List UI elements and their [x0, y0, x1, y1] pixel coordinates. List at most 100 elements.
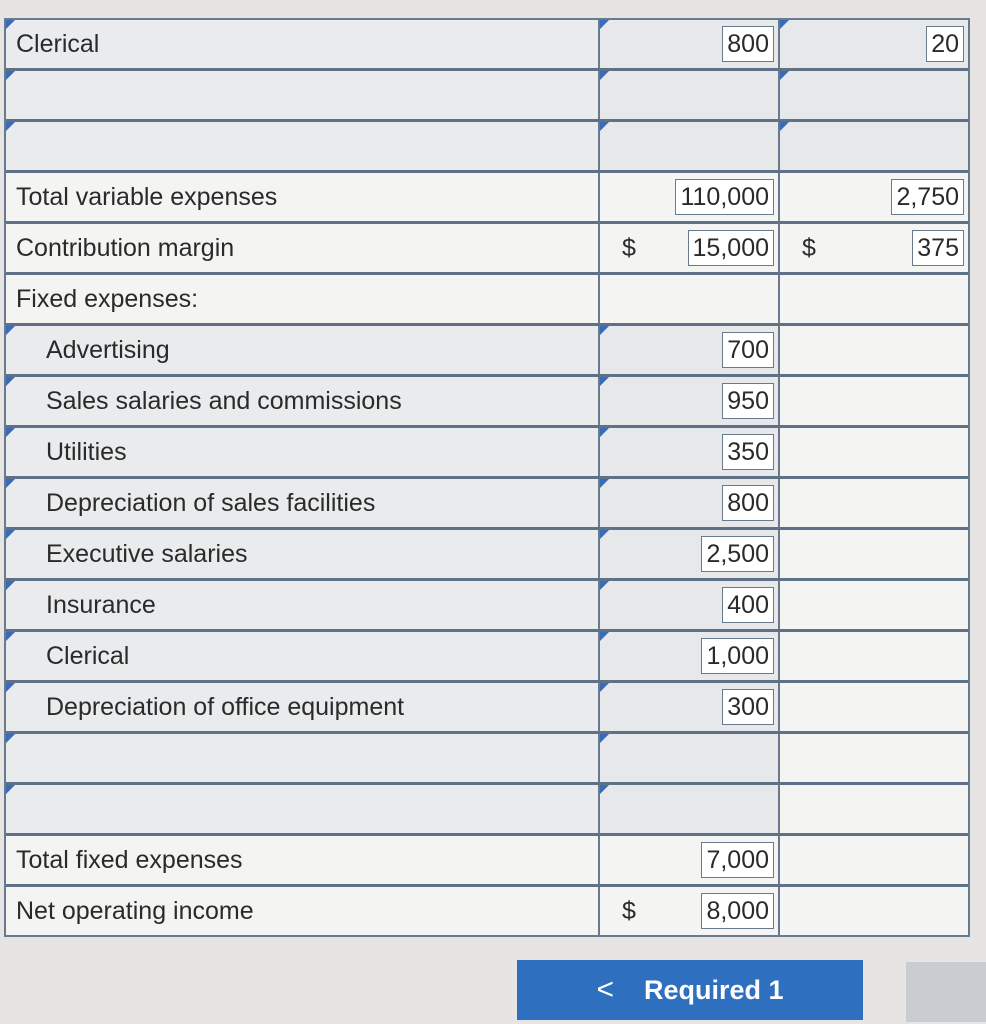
row-label-text: Total variable expenses: [16, 183, 278, 211]
per-unit-cell: [780, 326, 968, 374]
row-label: Net operating income: [6, 887, 600, 935]
amount-input[interactable]: 1,000: [600, 632, 780, 680]
input-flag-icon: [600, 581, 609, 590]
amount-input[interactable]: 2,500: [600, 530, 780, 578]
input-flag-icon: [6, 71, 15, 80]
row-label-text: Depreciation of office equipment: [46, 693, 405, 721]
amount-value: 300: [722, 689, 774, 725]
row-label-input[interactable]: [6, 71, 600, 119]
row-label-input[interactable]: Executive salaries: [6, 530, 600, 578]
table-row: Fixed expenses:: [6, 275, 968, 326]
amount-input[interactable]: 350: [600, 428, 780, 476]
per-unit-cell: [780, 632, 968, 680]
input-flag-icon: [780, 20, 789, 29]
amount-input[interactable]: 300: [600, 683, 780, 731]
input-flag-icon: [600, 377, 609, 386]
dollar-sign: $: [622, 234, 636, 262]
input-flag-icon: [6, 122, 15, 131]
table-row: [6, 122, 968, 173]
per-unit-input[interactable]: 20: [780, 20, 968, 68]
amount-cell: [600, 275, 780, 323]
per-unit-cell: [780, 581, 968, 629]
row-label-input[interactable]: Insurance: [6, 581, 600, 629]
amount-input[interactable]: [600, 71, 780, 119]
row-label-text: Contribution margin: [16, 234, 235, 262]
row-label: Total fixed expenses: [6, 836, 600, 884]
amount-input[interactable]: 400: [600, 581, 780, 629]
row-label-text: Clerical: [46, 642, 130, 670]
row-label-input[interactable]: [6, 122, 600, 170]
row-label: Contribution margin: [6, 224, 600, 272]
amount-input[interactable]: 950: [600, 377, 780, 425]
table-row: Clerical 1,000: [6, 632, 968, 683]
amount-value: 950: [722, 383, 774, 419]
row-label-input[interactable]: Utilities: [6, 428, 600, 476]
input-flag-icon: [6, 326, 15, 335]
row-label-input[interactable]: Advertising: [6, 326, 600, 374]
row-label-input[interactable]: Depreciation of office equipment: [6, 683, 600, 731]
input-flag-icon: [600, 530, 609, 539]
input-flag-icon: [6, 20, 15, 29]
amount-input[interactable]: [600, 734, 780, 782]
per-unit-cell: [780, 377, 968, 425]
amount-cell: $8,000: [600, 887, 780, 935]
input-flag-icon: [6, 683, 15, 692]
dollar-sign: $: [622, 897, 636, 925]
amount-input[interactable]: 800: [600, 479, 780, 527]
table-row: Utilities 350: [6, 428, 968, 479]
dollar-sign: $: [802, 234, 816, 262]
row-label-input[interactable]: Clerical: [6, 20, 600, 68]
required-1-label: Required 1: [643, 974, 784, 1005]
amount-cell: $15,000: [600, 224, 780, 272]
chevron-left-icon: <: [596, 973, 614, 1006]
input-flag-icon: [6, 734, 15, 743]
amount-input[interactable]: [600, 122, 780, 170]
row-label-text: Utilities: [46, 438, 127, 466]
row-label-text: Total fixed expenses: [16, 846, 243, 874]
per-unit-cell: [780, 785, 968, 833]
row-label-input[interactable]: [6, 785, 600, 833]
row-label-input[interactable]: Sales salaries and commissions: [6, 377, 600, 425]
per-unit-cell: [780, 275, 968, 323]
table-row: Depreciation of sales facilities 800: [6, 479, 968, 530]
row-label: Total variable expenses: [6, 173, 600, 221]
table-row: [6, 71, 968, 122]
amount-value: 8,000: [701, 893, 774, 929]
next-button[interactable]: [906, 962, 986, 1022]
amount-input[interactable]: 700: [600, 326, 780, 374]
amount-value: 800: [722, 26, 774, 62]
row-label-input[interactable]: [6, 734, 600, 782]
input-flag-icon: [600, 326, 609, 335]
per-unit-value: 375: [912, 230, 964, 266]
input-flag-icon: [780, 122, 789, 131]
income-statement-table: Clerical 800 20 Total variable expenses …: [4, 18, 970, 937]
required-1-button[interactable]: < Required 1: [517, 960, 863, 1020]
amount-value: 350: [722, 434, 774, 470]
amount-value: 2,500: [701, 536, 774, 572]
row-label-input[interactable]: Depreciation of sales facilities: [6, 479, 600, 527]
table-row: Insurance 400: [6, 581, 968, 632]
row-label-text: Advertising: [46, 336, 170, 364]
row-label-text: Depreciation of sales facilities: [46, 489, 376, 517]
input-flag-icon: [6, 428, 15, 437]
input-flag-icon: [600, 122, 609, 131]
table-row: Executive salaries 2,500: [6, 530, 968, 581]
amount-input[interactable]: 800: [600, 20, 780, 68]
input-flag-icon: [600, 785, 609, 794]
per-unit-cell: [780, 734, 968, 782]
per-unit-input[interactable]: [780, 122, 968, 170]
amount-value: 800: [722, 485, 774, 521]
amount-value: 700: [722, 332, 774, 368]
row-label-text: Sales salaries and commissions: [46, 387, 402, 415]
row-label-input[interactable]: Clerical: [6, 632, 600, 680]
per-unit-cell: $375: [780, 224, 968, 272]
input-flag-icon: [6, 632, 15, 641]
table-row: Contribution margin $15,000 $375: [6, 224, 968, 275]
row-label-text: Insurance: [46, 591, 156, 619]
per-unit-cell: [780, 428, 968, 476]
per-unit-input[interactable]: [780, 71, 968, 119]
amount-input[interactable]: [600, 785, 780, 833]
amount-value: 110,000: [675, 179, 774, 215]
table-row: [6, 734, 968, 785]
input-flag-icon: [600, 734, 609, 743]
